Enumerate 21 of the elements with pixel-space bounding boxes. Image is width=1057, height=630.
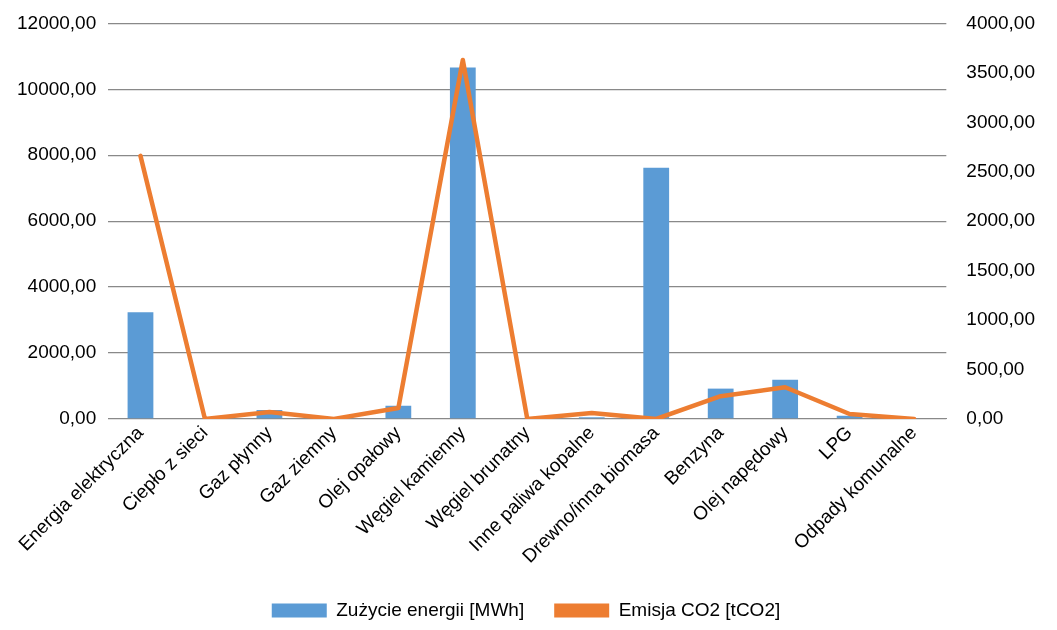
y2-tick-label: 3500,00 (966, 61, 1036, 83)
y2-tick-label: 2000,00 (966, 209, 1036, 231)
y-tick-label: 6000,00 (27, 209, 97, 231)
legend-label: Emisja CO2 [tCO2] (618, 598, 781, 620)
y-tick-label: 10000,00 (17, 77, 97, 99)
legend-label: Zużycie energii [MWh] (336, 598, 525, 620)
y2-tick-label: 4000,00 (966, 11, 1036, 33)
y2-tick-label: 2500,00 (966, 159, 1036, 181)
y-tick-label: 4000,00 (27, 275, 97, 297)
y2-tick-label: 3000,00 (966, 110, 1036, 132)
y2-tick-label: 500,00 (966, 357, 1025, 379)
y2-tick-label: 0,00 (966, 407, 1004, 429)
bar (643, 167, 670, 419)
bar (449, 67, 476, 419)
bar (127, 312, 154, 419)
y2-tick-label: 1000,00 (966, 308, 1036, 330)
y-tick-label: 12000,00 (17, 11, 97, 33)
y-tick-label: 8000,00 (27, 143, 97, 165)
y-tick-label: 0,00 (59, 407, 97, 429)
y-tick-label: 2000,00 (27, 341, 97, 363)
y2-tick-label: 1500,00 (966, 258, 1036, 280)
